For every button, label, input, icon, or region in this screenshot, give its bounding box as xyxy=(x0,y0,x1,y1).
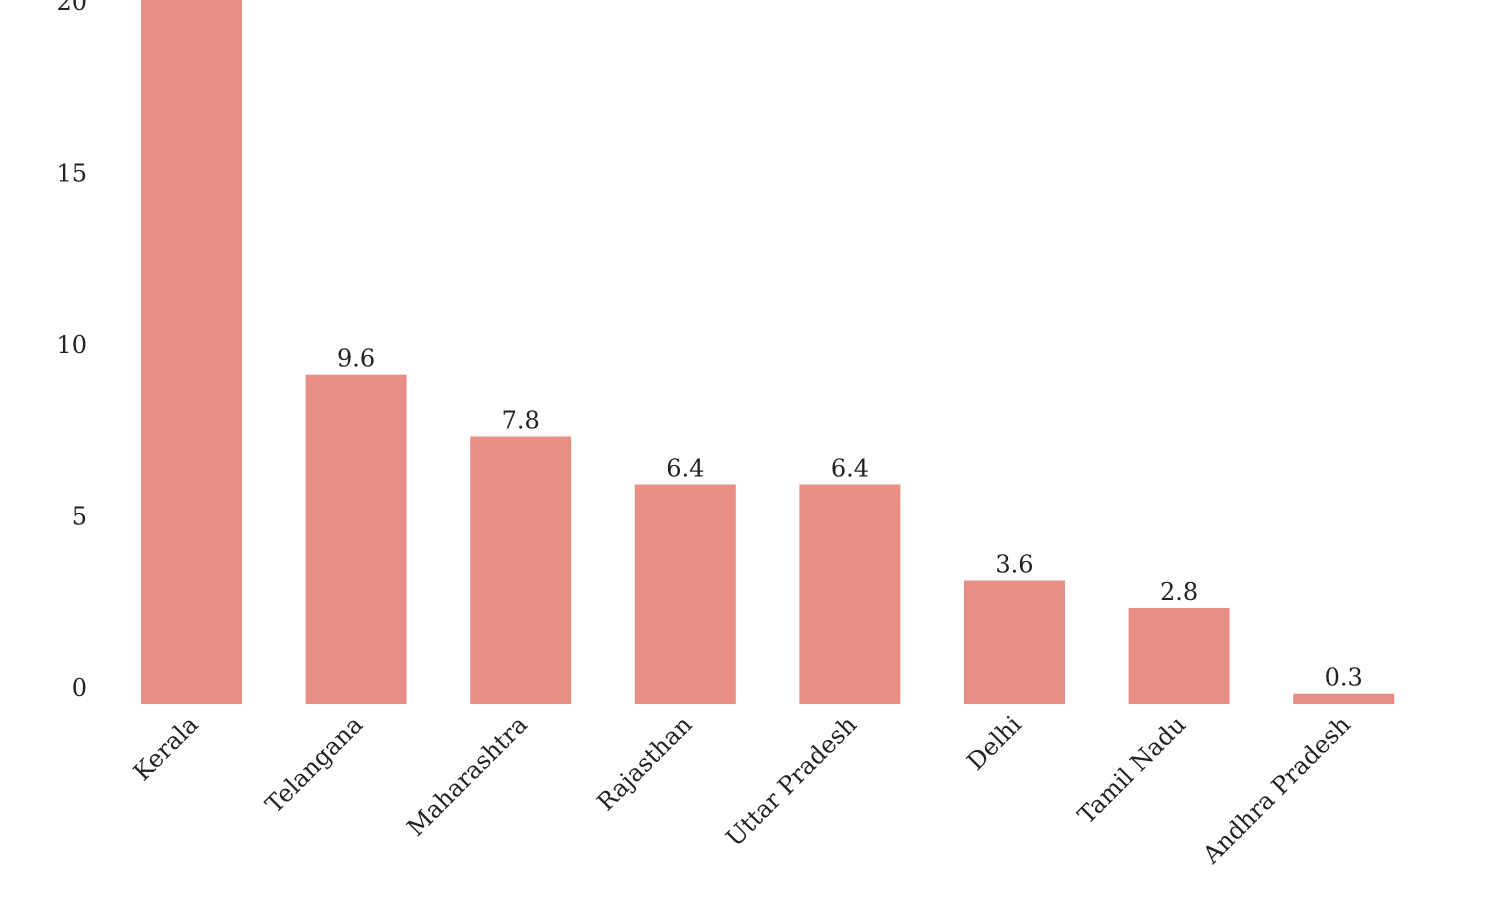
bar-value-label: 6.4 xyxy=(666,454,704,482)
x-category-label: Telangana xyxy=(260,710,368,818)
bar-value-label: 3.6 xyxy=(995,551,1033,579)
bar-value-label: 6.4 xyxy=(831,454,869,482)
y-tick-label: 10 xyxy=(56,331,87,359)
y-tick-label: 15 xyxy=(56,160,87,188)
bar-value-label: 0.3 xyxy=(1325,664,1363,692)
y-tick-label: 5 xyxy=(72,503,87,531)
bar-uttar-pradesh xyxy=(799,484,901,704)
bar-value-label: 2.8 xyxy=(1160,578,1198,606)
x-category-label: Rajasthan xyxy=(592,710,698,816)
x-category-label: Maharashtra xyxy=(402,710,533,841)
bar-maharashtra xyxy=(470,436,572,704)
x-category-label: Kerala xyxy=(128,710,204,786)
bar-tamil-nadu xyxy=(1128,607,1230,704)
bar-telangana xyxy=(305,374,407,704)
y-tick-label: 0 xyxy=(72,674,87,702)
x-category-label: Delhi xyxy=(962,710,1027,775)
x-category-label: Uttar Pradesh xyxy=(721,710,863,852)
x-category-label: Tamil Nadu xyxy=(1072,710,1191,829)
bar-rajasthan xyxy=(634,484,736,704)
y-tick-label: 20 xyxy=(56,0,87,16)
bar-value-label: 7.8 xyxy=(502,406,540,434)
bar-kerala xyxy=(141,0,242,705)
x-category-label: Andhra Pradesh xyxy=(1197,710,1356,869)
bar-delhi xyxy=(964,580,1065,704)
bar-value-label: 9.6 xyxy=(337,345,375,373)
bar-andhra-pradesh xyxy=(1293,693,1395,704)
